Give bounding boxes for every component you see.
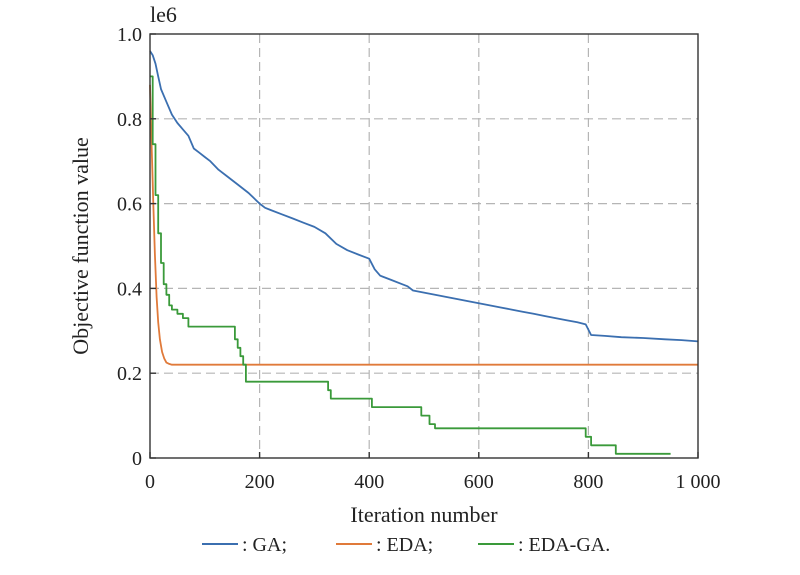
- x-tick-label: 200: [245, 471, 275, 493]
- x-tick-label: 1 000: [676, 471, 721, 493]
- y-tick-label: 0.8: [117, 109, 142, 131]
- legend: : GA; : EDA; : EDA-GA.: [202, 534, 610, 556]
- y-axis-label: Objective function value: [68, 137, 93, 354]
- legend-label: : GA;: [242, 534, 287, 556]
- y-tick-label: 0.6: [117, 194, 142, 216]
- y-tick-label: 0.2: [117, 363, 142, 385]
- series-line-2: [149, 84, 698, 366]
- x-tick-label: 400: [354, 471, 384, 493]
- y-tick-label: 0: [132, 448, 142, 470]
- plot-area: [149, 50, 699, 455]
- y-tick-label: 0.4: [117, 278, 142, 300]
- grid: [150, 34, 698, 458]
- y-axis-multiplier: le6: [150, 2, 177, 27]
- axis-ticks: 0 200 400 600 800 1 000 0 0.2 0.4 0.6 0.8 1.0: [117, 24, 721, 493]
- x-tick-label: 800: [573, 471, 603, 493]
- series-line-1: [149, 50, 699, 343]
- plot-frame: [149, 33, 699, 459]
- legend-label: : EDA;: [376, 534, 433, 556]
- x-tick-label: 0: [145, 471, 155, 493]
- y-tick-label: 1.0: [117, 24, 142, 46]
- x-tick-label: 600: [464, 471, 494, 493]
- legend-label: : EDA-GA.: [518, 534, 610, 556]
- x-axis-label: Iteration number: [350, 502, 498, 527]
- series-line-3: [150, 75, 671, 455]
